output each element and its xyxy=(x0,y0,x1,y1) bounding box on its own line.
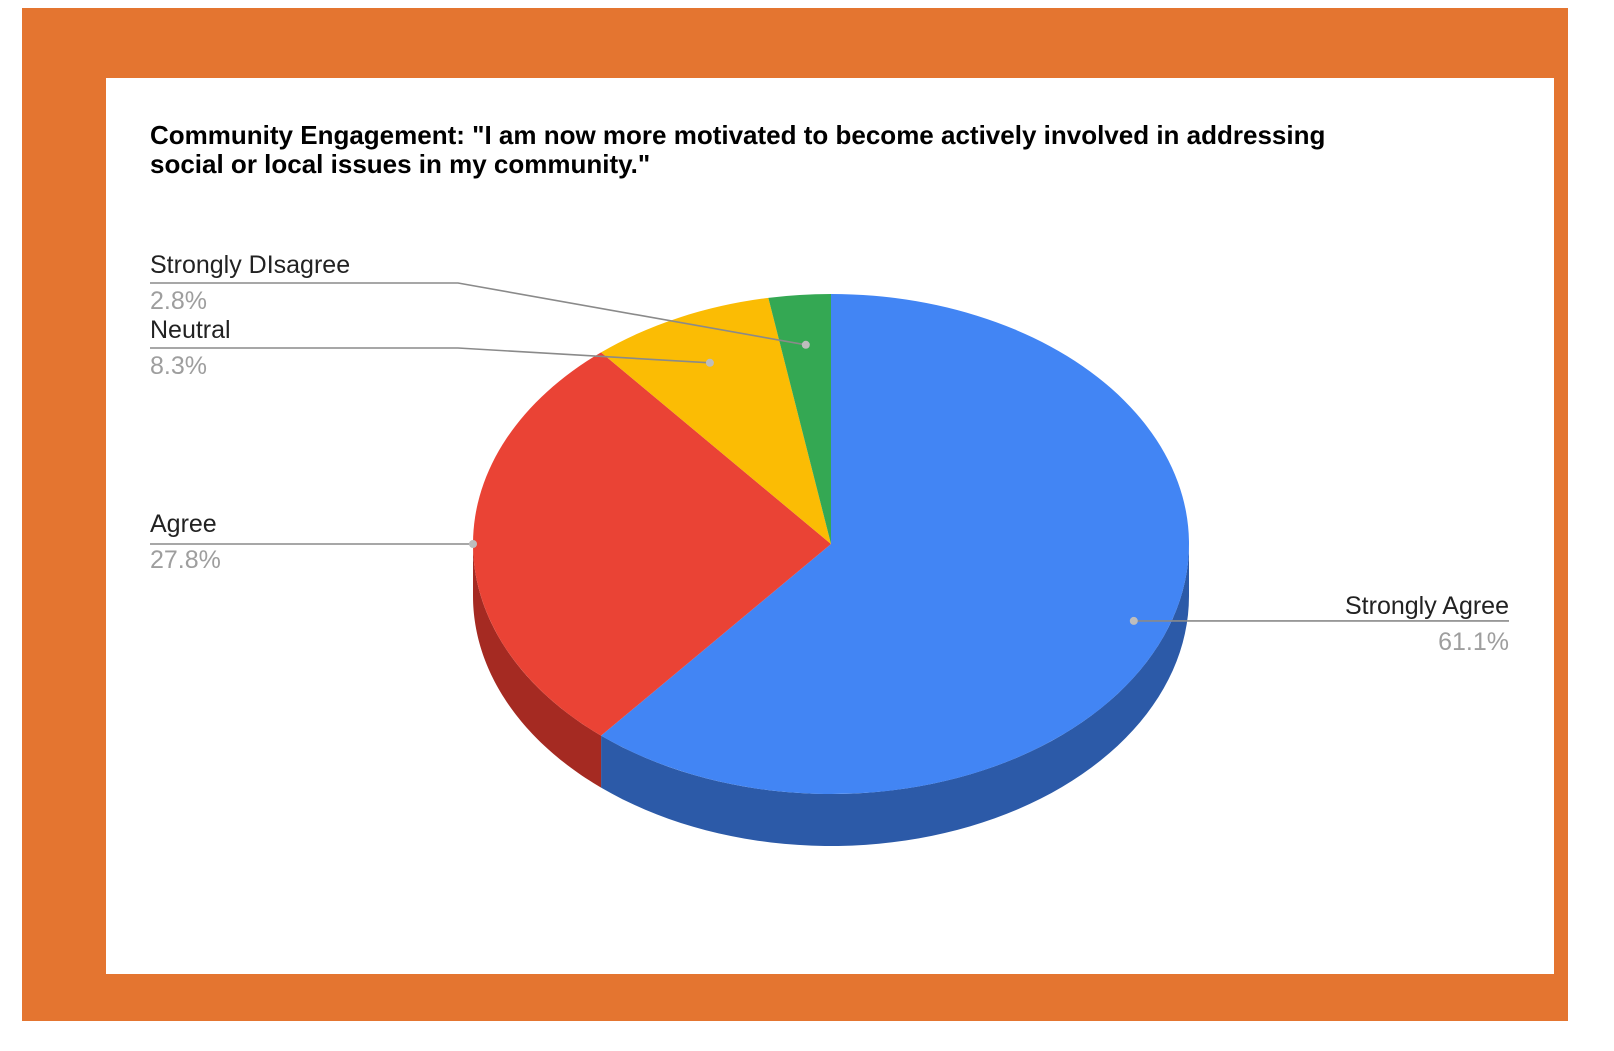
chart-title-line-2: social or local issues in my community." xyxy=(150,149,650,179)
slice-label-strongly-agree: Strongly Agree xyxy=(1345,592,1509,620)
slice-value-agree: 27.8% xyxy=(150,546,221,574)
pie-slices xyxy=(473,294,1190,846)
leader-dot-strongly-agree xyxy=(1129,616,1138,625)
slice-side-strongly-agree xyxy=(601,544,1189,846)
leader-line-strongly-disagree xyxy=(150,282,806,346)
slice-value-strongly-disagree: 2.8% xyxy=(150,287,207,315)
slice-agree xyxy=(473,352,831,736)
slice-label-agree: Agree xyxy=(150,510,217,538)
pie-chart: Community Engagement: "I am now more mot… xyxy=(150,120,1509,846)
slice-label-neutral: Neutral xyxy=(150,316,231,344)
chart-card: Community Engagement: "I am now more mot… xyxy=(106,78,1554,974)
slice-labels: Strongly Agree 61.1% Agree 27.8% Neutral 8.3%… xyxy=(150,251,1509,656)
slice-label-strongly-disagree: Strongly DIsagree xyxy=(150,251,350,279)
slice-value-strongly-agree: 61.1% xyxy=(1438,628,1509,656)
leader-dot-neutral xyxy=(705,358,714,367)
leader-line-neutral xyxy=(150,347,710,364)
leader-dot-agree xyxy=(469,540,477,548)
leader-dot-strongly-disagree xyxy=(801,340,810,349)
slice-side-agree xyxy=(473,544,602,788)
slice-strongly-agree xyxy=(601,294,1190,795)
orange-frame: Community Engagement: "I am now more mot… xyxy=(22,8,1568,1021)
chart-title-line-1: Community Engagement: "I am now more mot… xyxy=(150,120,1325,150)
slice-value-neutral: 8.3% xyxy=(150,352,207,380)
slice-strongly-disagree xyxy=(768,294,831,544)
